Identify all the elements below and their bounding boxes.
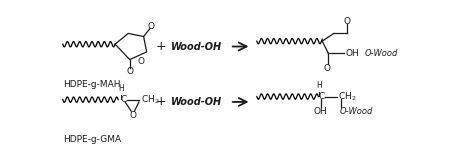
Text: H: H <box>118 84 124 93</box>
Text: O: O <box>137 57 144 66</box>
Text: C: C <box>319 92 325 101</box>
Text: H: H <box>316 81 322 90</box>
Text: Wood-OH: Wood-OH <box>171 97 222 107</box>
Text: CH$_2$: CH$_2$ <box>140 93 159 106</box>
Text: O: O <box>148 22 155 31</box>
Text: O: O <box>323 64 330 73</box>
Text: OH: OH <box>346 49 359 58</box>
Text: HDPE-g-MAH: HDPE-g-MAH <box>63 80 120 89</box>
Text: +: + <box>155 96 166 108</box>
Text: O: O <box>126 67 133 76</box>
Text: O: O <box>129 111 137 119</box>
Text: O: O <box>343 17 350 26</box>
Text: O-Wood: O-Wood <box>340 107 374 116</box>
Text: +: + <box>155 40 166 53</box>
Text: OH: OH <box>313 107 327 116</box>
Text: HDPE-g-GMA: HDPE-g-GMA <box>63 135 121 144</box>
Text: CH$_2$: CH$_2$ <box>338 90 357 103</box>
Text: Wood-OH: Wood-OH <box>171 42 222 52</box>
Text: C: C <box>120 95 127 104</box>
Text: O-Wood: O-Wood <box>365 49 398 58</box>
